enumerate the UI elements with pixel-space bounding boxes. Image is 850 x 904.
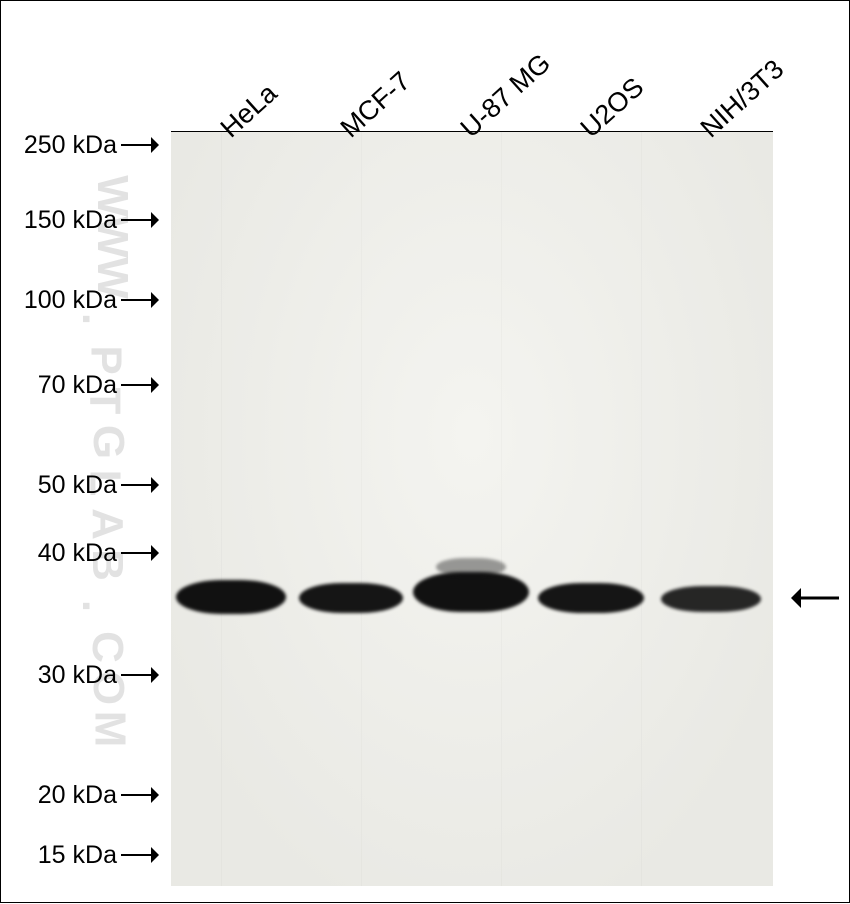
band xyxy=(661,586,761,612)
watermark-char: M xyxy=(84,711,134,748)
marker-text: 20 kDa xyxy=(38,781,117,810)
band xyxy=(436,558,506,576)
marker-arrow-icon xyxy=(121,375,161,395)
marker-text: 250 kDa xyxy=(24,131,117,160)
marker-text: 50 kDa xyxy=(38,471,117,500)
marker-text: 15 kDa xyxy=(38,841,117,870)
figure-container: WWW.PTGLAB.COM HeLaMCF-7U-87 MGU2OSNIH/3… xyxy=(0,0,850,903)
marker-arrow-icon xyxy=(121,210,161,230)
watermark-char: C xyxy=(82,631,132,663)
molecular-weight-marker: 70 kDa xyxy=(1,371,161,400)
band xyxy=(299,583,403,613)
molecular-weight-marker: 100 kDa xyxy=(1,286,161,315)
marker-arrow-icon xyxy=(121,475,161,495)
marker-arrow-icon xyxy=(121,665,161,685)
lane-label: U-87 MG xyxy=(455,48,557,144)
watermark-char: G xyxy=(83,425,133,459)
marker-arrow-icon xyxy=(121,135,161,155)
marker-text: 100 kDa xyxy=(24,286,117,315)
watermark-char: . xyxy=(72,313,122,325)
marker-text: 150 kDa xyxy=(24,206,117,235)
molecular-weight-marker: 50 kDa xyxy=(1,471,161,500)
band xyxy=(413,572,529,612)
marker-arrow-icon xyxy=(121,543,161,563)
molecular-weight-marker: 30 kDa xyxy=(1,661,161,690)
molecular-weight-marker: 250 kDa xyxy=(1,131,161,160)
band xyxy=(538,583,644,613)
molecular-weight-marker: 20 kDa xyxy=(1,781,161,810)
marker-arrow-icon xyxy=(121,290,161,310)
western-blot-image xyxy=(171,131,773,886)
band xyxy=(176,580,286,614)
molecular-weight-marker: 15 kDa xyxy=(1,841,161,870)
marker-text: 70 kDa xyxy=(38,371,117,400)
marker-arrow-icon xyxy=(121,785,161,805)
watermark-char: A xyxy=(82,508,132,540)
marker-text: 40 kDa xyxy=(38,539,117,568)
marker-text: 30 kDa xyxy=(38,661,117,690)
molecular-weight-marker: 40 kDa xyxy=(1,539,161,568)
marker-arrow-icon xyxy=(121,845,161,865)
molecular-weight-marker: 150 kDa xyxy=(1,206,161,235)
watermark-char: . xyxy=(72,600,122,612)
target-band-arrow-icon xyxy=(791,585,843,611)
